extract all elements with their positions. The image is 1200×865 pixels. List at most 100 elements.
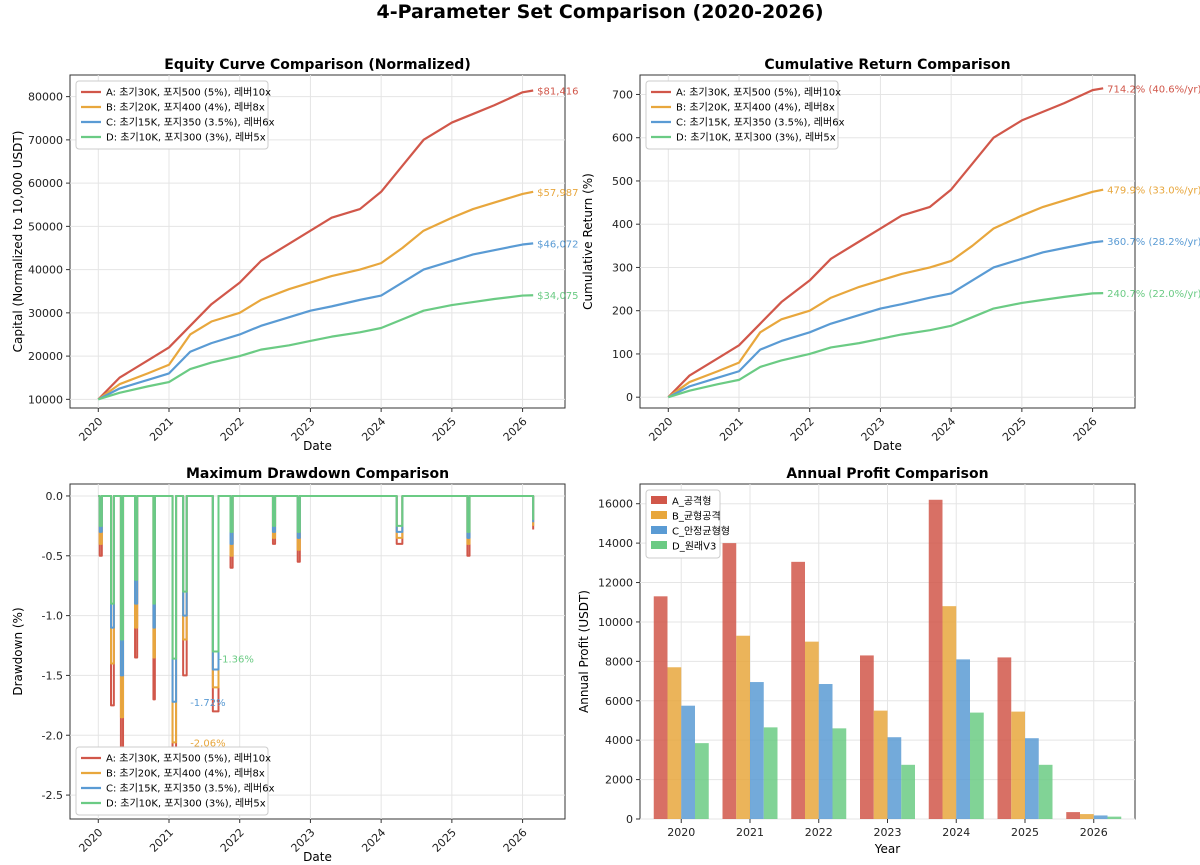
drawdown-annotation-c: -1.72% [190,698,225,709]
drawdown-series-d-line [98,494,535,660]
cumret-ytick-label: 100 [612,348,633,361]
equity-ytick-label: 70000 [28,134,63,147]
annual-legend-label: C_안정균형형 [672,526,730,538]
cumret-legend: A: 초기30K, 포지500 (5%), 레버10x B: 초기20K, 포지4… [645,80,845,150]
cumret-series-a-end-label: 714.2% (40.6%/yr) [1107,84,1200,95]
annual-xtick-label: 2024 [942,826,970,839]
equity-series-d-end-label: $34,075 [537,291,578,302]
equity-legend-box [75,80,269,150]
cumret-ytick-label: 400 [612,218,633,231]
cumret-ytick-label: 200 [612,305,633,318]
annual-bar-a-2024 [928,499,943,819]
annual-ytick-label: 6000 [605,695,633,708]
drawdown-legend-label: A: 초기30K, 포지500 (5%), 레버10x [106,753,271,765]
cumret-legend-label: C: 초기15K, 포지350 (3.5%), 레버6x [676,117,845,129]
drawdown-ytick-label: -1.0 [42,610,63,623]
annual-legend-swatch [651,511,667,519]
cumret-xtick-label: 2021 [717,415,746,444]
equity-xlabel: Date [303,439,332,453]
equity-series-d-line [97,294,534,401]
equity-series-c-line [97,242,534,401]
equity-legend: A: 초기30K, 포지500 (5%), 레버10x B: 초기20K, 포지4… [75,80,275,150]
annual-ytick-label: 14000 [598,537,633,550]
equity-title: Equity Curve Comparison (Normalized) [164,57,470,73]
annual-xtick-label: 2021 [736,826,764,839]
annual-xtick-label: 2026 [1080,826,1108,839]
annual-legend-swatch [651,541,667,549]
annual-bar-a-2023 [860,655,874,819]
annual-bar-d-2021 [763,727,778,819]
annual-xtick-label: 2020 [667,826,695,839]
equity-panel: Equity Curve Comparison (Normalized) Date… [11,57,579,453]
equity-xtick-label: 2024 [359,415,388,444]
equity-xtick-label: 2021 [147,415,176,444]
annual-ytick-label: 12000 [598,577,633,590]
annual-ytick-label: 16000 [598,498,633,511]
drawdown-xtick-label: 2021 [147,826,176,855]
annual-bar-d-2023 [901,764,915,819]
equity-xtick-label: 2020 [76,415,105,444]
cumret-xtick-label: 2020 [646,415,675,444]
drawdown-xtick-label: 2025 [430,826,459,855]
cumret-series-d-line [667,291,1104,399]
equity-xtick-label: 2026 [501,415,530,444]
annual-bar-d-2024 [970,712,984,819]
annual-bar-c-2023 [887,737,902,819]
annual-bar-d-2022 [832,728,847,819]
annual-bar-c-2026 [1093,815,1108,819]
equity-ytick-label: 20000 [28,350,63,363]
cumret-ytick-label: 600 [612,132,633,145]
drawdown-ytick-label: -2.5 [42,789,63,802]
cumret-series-d-end-label: 240.7% (22.0%/yr) [1107,289,1200,300]
drawdown-ytick-label: -0.5 [42,550,63,563]
annual-bar-a-2026 [1066,812,1080,819]
cumret-title: Cumulative Return Comparison [764,57,1010,73]
equity-series-b-end-label: $57,987 [537,188,578,199]
equity-legend-label: D: 초기10K, 포지300 (3%), 레버5x [106,132,266,144]
cumret-ytick-label: 500 [612,175,633,188]
annual-title: Annual Profit Comparison [786,466,988,482]
cumret-ytick-label: 0 [626,391,633,404]
cumret-xtick-label: 2026 [1071,415,1100,444]
drawdown-xtick-label: 2020 [76,826,105,855]
equity-ytick-label: 60000 [28,177,63,190]
equity-legend-label: B: 초기20K, 포지400 (4%), 레버8x [106,102,265,114]
equity-xtick-label: 2025 [430,415,459,444]
annual-bar-b-2022 [805,641,819,819]
annual-bar-d-2025 [1038,764,1053,819]
drawdown-xtick-label: 2024 [359,826,388,855]
cumret-legend-label: D: 초기10K, 포지300 (3%), 레버5x [676,132,836,144]
annual-ytick-label: 4000 [605,734,633,747]
drawdown-legend-label: C: 초기15K, 포지350 (3.5%), 레버6x [106,783,275,795]
drawdown-xlabel: Date [303,850,332,864]
annual-bar-b-2025 [1011,711,1025,819]
drawdown-ylabel: Drawdown (%) [11,607,25,695]
annual-xtick-label: 2025 [1011,826,1039,839]
drawdown-legend-label: D: 초기10K, 포지300 (3%), 레버5x [106,798,266,810]
annual-bar-a-2021 [722,543,737,819]
drawdown-title: Maximum Drawdown Comparison [186,466,449,482]
annual-bar-b-2023 [873,710,888,819]
annual-legend-label: D_원래V3 [672,541,716,553]
annual-legend-label: A_공격형 [672,495,711,508]
cumret-series-a-line [667,87,1104,398]
annual-bar-c-2024 [956,659,970,819]
equity-xtick-label: 2022 [218,415,247,444]
equity-series-a-end-label: $81,416 [537,86,578,97]
annual-legend-swatch [651,496,667,504]
drawdown-xtick-label: 2026 [501,826,530,855]
annual-bar-d-2020 [695,743,709,819]
drawdown-legend-label: B: 초기20K, 포지400 (4%), 레버8x [106,768,265,780]
annual-bar-c-2020 [681,705,695,819]
cumret-series-c-end-label: 360.7% (28.2%/yr) [1107,237,1200,248]
cumret-ytick-label: 700 [612,88,633,101]
annual-legend-label: B_균형공격 [672,510,721,523]
drawdown-panel: Maximum Drawdown Comparison Date Drawdown … [11,466,566,864]
equity-legend-label: A: 초기30K, 포지500 (5%), 레버10x [106,87,271,99]
equity-ytick-label: 80000 [28,91,63,104]
cumret-ylabel: Cumulative Return (%) [581,173,595,310]
drawdown-legend: A: 초기30K, 포지500 (5%), 레버10x B: 초기20K, 포지4… [75,746,275,816]
equity-ytick-label: 30000 [28,307,63,320]
equity-legend-label: C: 초기15K, 포지350 (3.5%), 레버6x [106,117,275,129]
